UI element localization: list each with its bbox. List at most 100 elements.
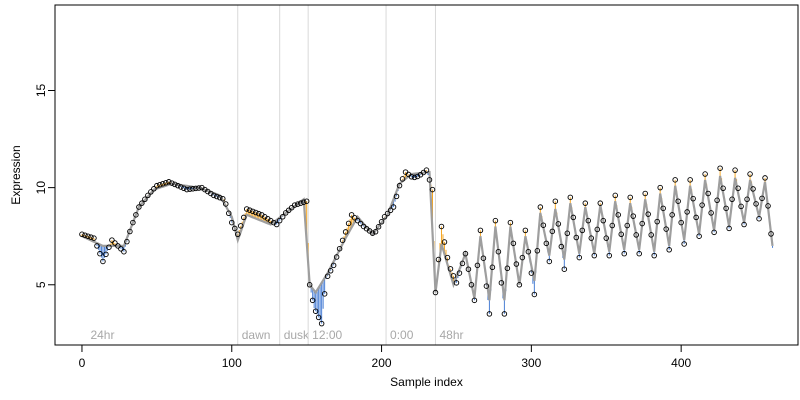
data-point xyxy=(450,273,457,279)
data-point xyxy=(558,243,565,250)
data-point xyxy=(318,320,325,327)
data-point xyxy=(223,201,229,207)
data-point xyxy=(184,186,190,193)
data-point xyxy=(100,258,106,265)
data-point xyxy=(582,200,589,206)
data-point xyxy=(549,228,556,235)
data-point xyxy=(342,229,349,235)
data-point xyxy=(561,266,568,272)
data-point xyxy=(651,252,657,259)
data-point xyxy=(477,227,484,234)
y-axis-title: Expression xyxy=(9,145,23,204)
data-point xyxy=(618,231,624,238)
data-point xyxy=(660,205,666,212)
data-point xyxy=(522,227,529,234)
data-point xyxy=(142,196,148,203)
data-point xyxy=(645,211,651,217)
data-point xyxy=(151,186,157,192)
data-point xyxy=(609,222,616,229)
data-point xyxy=(393,193,400,200)
data-point xyxy=(133,212,139,218)
data-point xyxy=(214,193,220,200)
data-point xyxy=(741,221,747,228)
data-point xyxy=(663,226,669,232)
data-point xyxy=(372,229,379,235)
data-point xyxy=(507,219,514,226)
data-point xyxy=(621,250,627,257)
data-point xyxy=(600,217,607,224)
data-point xyxy=(97,250,103,257)
data-point xyxy=(378,219,385,225)
data-point xyxy=(312,308,319,314)
data-point xyxy=(744,196,750,203)
data-point xyxy=(384,210,391,217)
data-point xyxy=(594,226,601,233)
data-point xyxy=(193,185,199,192)
data-point xyxy=(540,222,547,228)
data-point xyxy=(606,252,613,259)
data-point xyxy=(220,195,226,202)
data-point xyxy=(702,171,708,177)
data-point xyxy=(276,217,283,224)
data-point xyxy=(453,280,460,286)
data-point xyxy=(297,200,304,206)
data-point xyxy=(495,248,502,255)
data-point xyxy=(435,256,442,263)
data-point xyxy=(543,240,550,247)
data-point xyxy=(294,201,301,207)
data-point xyxy=(315,314,322,321)
data-point xyxy=(232,225,238,232)
x-axis: 0 100 200 300 400 xyxy=(79,345,691,370)
data-point xyxy=(408,173,415,180)
data-point xyxy=(432,289,439,296)
data-point xyxy=(492,217,499,224)
data-point xyxy=(696,233,702,239)
data-point xyxy=(103,251,109,258)
data-point xyxy=(489,264,496,271)
data-point xyxy=(657,184,663,191)
data-point xyxy=(351,214,358,221)
data-point xyxy=(528,270,535,276)
data-point xyxy=(447,266,454,272)
data-point xyxy=(555,221,562,227)
time-marker-label: 12:00 xyxy=(312,328,342,342)
data-point xyxy=(723,205,729,212)
y-tick-label: 10 xyxy=(34,181,48,195)
data-point xyxy=(112,240,118,246)
data-point xyxy=(157,181,163,188)
data-point xyxy=(166,179,172,185)
data-point xyxy=(726,225,732,232)
data-point xyxy=(579,227,586,234)
data-point xyxy=(465,266,472,272)
data-point xyxy=(474,262,481,269)
data-point xyxy=(390,204,397,210)
data-point xyxy=(753,201,759,207)
data-point xyxy=(588,235,595,241)
data-point xyxy=(387,207,394,214)
data-point xyxy=(336,245,343,252)
x-tick-label: 100 xyxy=(222,356,242,370)
data-point xyxy=(249,208,256,215)
data-point xyxy=(738,203,744,210)
data-point xyxy=(354,217,361,224)
x-tick-label: 400 xyxy=(671,356,691,370)
data-point xyxy=(768,231,774,237)
x-axis-title: Sample index xyxy=(390,375,463,389)
data-point xyxy=(88,234,94,240)
data-point xyxy=(148,189,154,195)
data-point xyxy=(396,182,403,189)
data-point xyxy=(501,311,508,317)
data-point xyxy=(705,190,711,197)
data-point xyxy=(79,231,85,238)
data-point xyxy=(699,202,705,208)
data-point xyxy=(438,223,445,230)
data-point xyxy=(648,232,654,238)
data-point xyxy=(130,219,136,226)
data-point xyxy=(573,234,580,241)
data-point xyxy=(196,185,202,191)
data-point xyxy=(570,214,577,221)
data-point xyxy=(591,252,598,259)
data-point xyxy=(627,194,633,201)
time-marker-label: 0:00 xyxy=(390,328,414,342)
